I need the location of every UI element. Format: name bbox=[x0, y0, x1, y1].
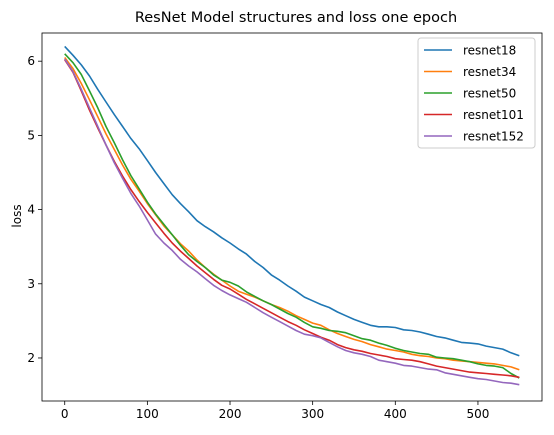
legend: resnet18 resnet34 resnet50 resnet101 resnet1… bbox=[417, 37, 536, 149]
chart-title: ResNet Model structures and loss one epo… bbox=[135, 10, 457, 26]
y-tick-label: 5 bbox=[27, 128, 35, 142]
legend-label-resnet50: resnet50 bbox=[463, 87, 516, 101]
y-axis-ticks: 2 3 4 5 6 bbox=[27, 54, 42, 365]
series-line-resnet152 bbox=[64, 58, 520, 386]
legend-label-resnet34: resnet34 bbox=[463, 65, 516, 79]
y-axis-label: loss bbox=[10, 204, 24, 227]
legend-label-resnet101: resnet101 bbox=[463, 108, 524, 122]
y-tick-label: 6 bbox=[27, 54, 35, 68]
x-axis-ticks: 0 100 200 300 400 500 bbox=[61, 401, 489, 421]
x-tick-label: 400 bbox=[384, 407, 407, 421]
series-line-resnet18 bbox=[64, 45, 520, 357]
y-tick-label: 2 bbox=[27, 351, 35, 365]
plot-frame bbox=[41, 32, 543, 402]
x-tick-label: 100 bbox=[136, 407, 159, 421]
legend-label-resnet152: resnet152 bbox=[463, 130, 524, 144]
series-line-resnet50 bbox=[64, 53, 520, 379]
y-tick-label: 3 bbox=[27, 277, 35, 291]
y-tick-label: 4 bbox=[27, 203, 35, 217]
legend-box bbox=[417, 37, 536, 149]
x-tick-label: 0 bbox=[61, 407, 69, 421]
legend-label-resnet18: resnet18 bbox=[463, 44, 516, 58]
series-lines bbox=[64, 45, 520, 386]
x-tick-label: 200 bbox=[219, 407, 242, 421]
series-line-resnet101 bbox=[64, 59, 520, 379]
x-tick-label: 500 bbox=[466, 407, 489, 421]
x-tick-label: 300 bbox=[301, 407, 324, 421]
